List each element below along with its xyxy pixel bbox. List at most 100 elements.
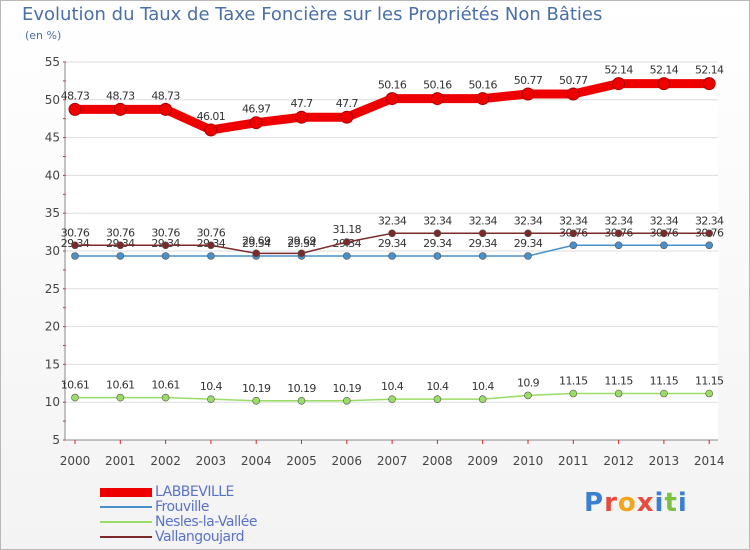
data-point-nesles-la-vall-e — [207, 395, 215, 403]
y-tick-label: 55 — [45, 55, 60, 69]
data-label-vallangoujard: 30.76 — [106, 226, 135, 239]
data-label-labbeville: 48.73 — [151, 89, 180, 102]
data-point-vallangoujard — [252, 249, 261, 258]
data-label-nesles-la-vall-e: 10.9 — [517, 376, 540, 389]
data-point-nesles-la-vall-e — [161, 393, 170, 402]
data-label-labbeville: 50.77 — [514, 74, 543, 87]
legend-swatch — [100, 487, 152, 497]
data-label-vallangoujard: 32.34 — [695, 214, 724, 227]
data-point-nesles-la-vall-e — [252, 396, 261, 405]
data-label-nesles-la-vall-e: 11.15 — [650, 375, 679, 388]
x-tick-label: 2003 — [196, 454, 227, 468]
data-point-vallangoujard — [207, 241, 215, 250]
data-point-nesles-la-vall-e — [660, 389, 668, 398]
data-point-nesles-la-vall-e — [478, 395, 487, 403]
data-point-labbeville — [385, 92, 399, 106]
data-label-nesles-la-vall-e: 10.61 — [61, 379, 90, 392]
proxiti-logo: Proxiti — [584, 488, 688, 518]
data-label-nesles-la-vall-e: 10.4 — [426, 380, 449, 393]
data-label-nesles-la-vall-e: 10.19 — [287, 382, 316, 395]
data-label-labbeville: 50.16 — [378, 79, 407, 92]
data-point-vallangoujard — [660, 229, 668, 238]
data-point-nesles-la-vall-e — [569, 389, 578, 398]
data-point-labbeville — [204, 123, 218, 137]
data-label-frouville: 29.34 — [242, 237, 271, 250]
logo-letter: x — [636, 488, 655, 518]
data-point-labbeville — [566, 87, 580, 101]
data-label-frouville: 29.34 — [287, 237, 316, 250]
data-label-vallangoujard: 32.34 — [650, 214, 679, 227]
data-point-labbeville — [113, 102, 127, 116]
x-tick-label: 2011 — [558, 454, 589, 468]
data-label-nesles-la-vall-e: 10.19 — [333, 382, 362, 395]
data-label-vallangoujard: 32.34 — [468, 214, 497, 227]
data-point-frouville — [524, 252, 532, 260]
data-point-vallangoujard — [478, 229, 487, 238]
data-point-nesles-la-vall-e — [71, 393, 79, 402]
x-tick-label: 2014 — [694, 454, 725, 468]
data-point-labbeville — [295, 110, 308, 124]
data-point-frouville — [342, 252, 351, 260]
data-point-vallangoujard — [614, 229, 623, 238]
data-label-nesles-la-vall-e: 10.4 — [381, 380, 404, 393]
data-label-frouville: 29.34 — [378, 237, 407, 250]
logo-letter: P — [584, 488, 605, 518]
x-tick-label: 2004 — [241, 454, 272, 468]
data-label-labbeville: 50.77 — [559, 74, 588, 87]
legend-label: LABBEVILLE — [155, 484, 234, 500]
data-point-frouville — [207, 252, 215, 260]
data-point-vallangoujard — [161, 241, 170, 250]
data-label-vallangoujard: 31.18 — [333, 223, 362, 236]
x-tick-label: 2008 — [422, 454, 453, 468]
data-point-nesles-la-vall-e — [433, 395, 442, 403]
data-label-vallangoujard: 32.34 — [423, 214, 452, 227]
data-point-nesles-la-vall-e — [614, 389, 623, 398]
logo-letter: o — [617, 488, 637, 518]
data-point-labbeville — [612, 77, 626, 91]
x-tick-label: 2007 — [377, 454, 408, 468]
data-point-nesles-la-vall-e — [342, 396, 351, 405]
y-tick-label: 50 — [45, 93, 60, 107]
data-point-frouville — [433, 252, 442, 260]
data-label-nesles-la-vall-e: 10.61 — [151, 379, 180, 392]
data-label-frouville: 29.34 — [468, 237, 497, 250]
data-label-nesles-la-vall-e: 11.15 — [559, 375, 588, 388]
y-tick-label: 40 — [45, 168, 60, 182]
data-point-labbeville — [249, 116, 263, 130]
data-point-frouville — [569, 241, 578, 250]
data-label-vallangoujard: 32.34 — [378, 214, 407, 227]
y-tick-label: 35 — [45, 206, 60, 220]
data-point-vallangoujard — [388, 229, 396, 238]
data-label-vallangoujard: 29.69 — [242, 234, 271, 247]
data-point-frouville — [116, 252, 125, 260]
data-point-nesles-la-vall-e — [297, 396, 306, 405]
data-label-labbeville: 50.16 — [423, 79, 452, 92]
data-label-labbeville: 46.01 — [197, 110, 226, 123]
data-label-nesles-la-vall-e: 11.15 — [695, 375, 724, 388]
data-label-frouville: 29.34 — [514, 237, 543, 250]
y-tick-label: 15 — [45, 357, 60, 371]
x-tick-label: 2006 — [332, 454, 363, 468]
data-label-labbeville: 52.14 — [650, 64, 679, 77]
data-label-nesles-la-vall-e: 10.61 — [106, 379, 135, 392]
data-label-labbeville: 47.7 — [336, 97, 359, 110]
data-point-vallangoujard — [524, 229, 532, 238]
data-point-labbeville — [657, 77, 671, 91]
data-label-labbeville: 52.14 — [604, 64, 633, 77]
data-point-vallangoujard — [297, 249, 306, 258]
data-label-nesles-la-vall-e: 10.4 — [472, 380, 495, 393]
data-label-nesles-la-vall-e: 10.4 — [200, 380, 223, 393]
data-label-labbeville: 52.14 — [695, 64, 724, 77]
data-point-nesles-la-vall-e — [388, 395, 396, 403]
data-label-vallangoujard: 30.76 — [197, 226, 226, 239]
data-point-frouville — [705, 241, 714, 250]
y-tick-label: 25 — [45, 282, 60, 296]
logo-letter: i — [654, 488, 665, 518]
data-label-labbeville: 50.16 — [468, 79, 497, 92]
data-point-nesles-la-vall-e — [116, 393, 125, 402]
x-tick-label: 2010 — [513, 454, 544, 468]
data-label-vallangoujard: 32.34 — [514, 214, 543, 227]
data-label-nesles-la-vall-e: 11.15 — [604, 375, 633, 388]
legend-label: Vallangoujard — [155, 529, 245, 545]
